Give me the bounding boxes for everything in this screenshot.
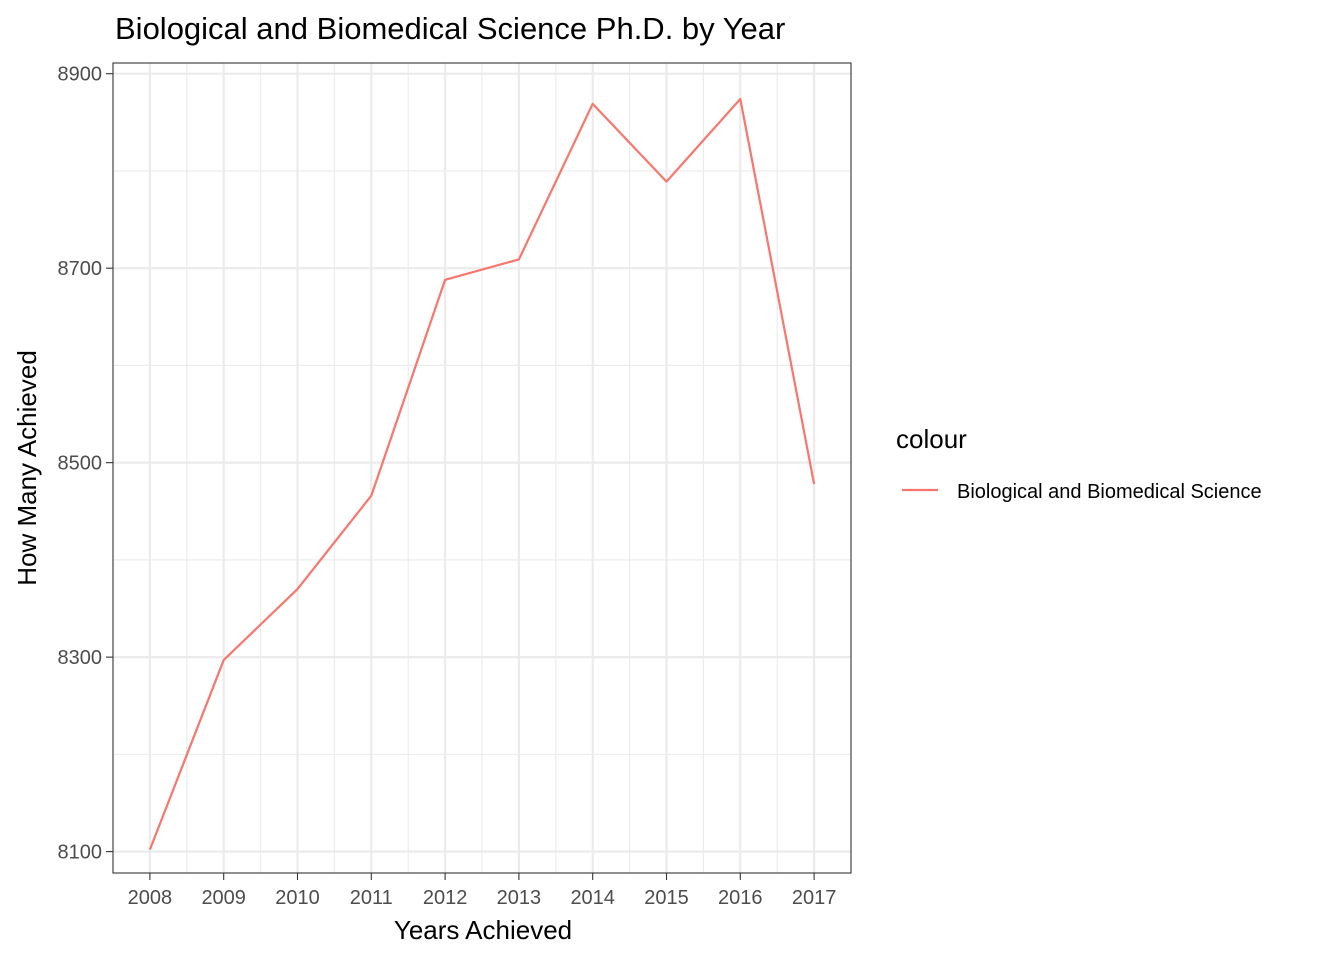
x-tick-label: 2011 [350, 887, 393, 909]
x-tick-label: 2013 [497, 887, 542, 909]
series-line-0 [148, 97, 816, 851]
x-axis: 2008 2009 2010 2011 2012 2013 2014 2015 2016 2017 [128, 873, 837, 909]
x-tick-label: 2010 [275, 887, 320, 909]
x-tick-label: 2012 [423, 887, 468, 909]
x-tick-label: 2015 [644, 887, 689, 909]
chart-title: Biological and Biomedical Science Ph.D. … [115, 11, 785, 46]
y-tick-label: 8100 [58, 842, 103, 864]
y-tick-label: 8700 [58, 258, 103, 280]
major-gridlines-x [148, 63, 816, 873]
legend-label: Biological and Biomedical Science [957, 481, 1262, 503]
x-tick-label: 2008 [128, 887, 173, 909]
x-tick-label: 2016 [718, 887, 763, 909]
y-tick-label: 8500 [58, 453, 103, 475]
y-tick-label: 8300 [58, 647, 103, 669]
legend: colour Biological and Biomedical Science [896, 424, 1262, 503]
y-tick-label: 8900 [58, 64, 103, 86]
x-axis-title: Years Achieved [394, 915, 572, 945]
major-gridlines-y [113, 72, 851, 853]
y-axis: 8100 8300 8500 8700 8900 [58, 64, 113, 864]
series-layer [148, 97, 816, 851]
x-tick-label: 2014 [570, 887, 615, 909]
plot-panel-border [112, 62, 852, 874]
x-tick-label: 2017 [792, 887, 837, 909]
y-axis-title: How Many Achieved [12, 350, 42, 586]
legend-title: colour [896, 424, 967, 454]
x-tick-label: 2009 [201, 887, 246, 909]
minor-gridlines-x [186, 63, 778, 873]
